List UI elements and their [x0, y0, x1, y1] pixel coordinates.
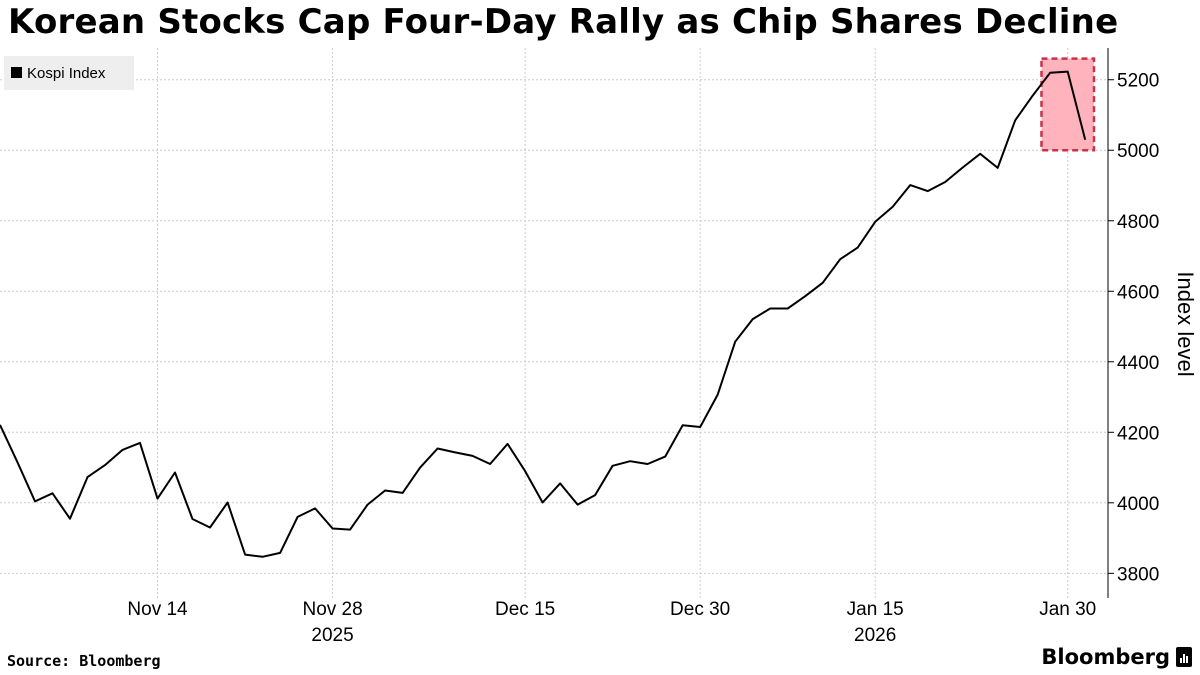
- chart-title: Korean Stocks Cap Four-Day Rally as Chip…: [8, 2, 1119, 42]
- y-tick-label: 4200: [1117, 423, 1159, 444]
- grid-lines: [0, 48, 1108, 598]
- y-tick-label: 5200: [1117, 71, 1159, 92]
- x-tick-label: Jan 15: [847, 599, 904, 620]
- legend-label: Kospi Index: [27, 65, 106, 82]
- y-tick-label: 5000: [1117, 141, 1159, 162]
- y-tick-label: 4400: [1117, 353, 1159, 374]
- x-tick-label: Jan 30: [1039, 599, 1096, 620]
- legend-swatch: [11, 67, 22, 78]
- y-axis-label: Index level: [1173, 271, 1198, 376]
- x-tick-label: Dec 30: [670, 599, 730, 620]
- y-tick-label: 4800: [1117, 212, 1159, 233]
- y-tick-label: 3800: [1117, 564, 1159, 585]
- y-axis: 3800 4000 4200 4400 4600 4800 5000 5200: [1107, 48, 1159, 598]
- x-axis: Nov 14 Nov 28 2025 Dec 15 Dec 30 Jan 15 2026 Ja…: [127, 599, 1096, 646]
- y-tick-label: 4000: [1117, 494, 1159, 515]
- legend-box: [4, 56, 134, 90]
- bloomberg-mark-icon: [1176, 647, 1192, 667]
- source-note: Source: Bloomberg: [7, 652, 161, 670]
- x-tick-label: Nov 28: [302, 599, 362, 620]
- kospi-line: [0, 70, 1087, 558]
- legend: Kospi Index: [4, 56, 134, 90]
- x-tick-label: Nov 14: [127, 599, 188, 620]
- x-tick-label: Dec 15: [495, 599, 555, 620]
- bloomberg-logo: Bloomberg: [1041, 645, 1192, 669]
- x-tick-year-label: 2025: [311, 625, 353, 646]
- brand-text: Bloomberg: [1041, 645, 1170, 669]
- y-tick-label: 4600: [1117, 282, 1159, 303]
- x-tick-year-label: 2026: [854, 625, 896, 646]
